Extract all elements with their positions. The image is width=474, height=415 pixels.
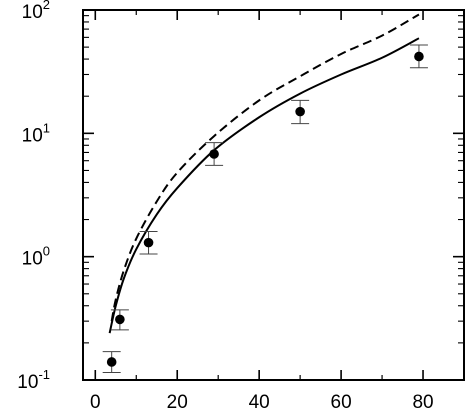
data-marker: [209, 149, 219, 159]
data-points: [102, 44, 428, 374]
data-point: [205, 142, 224, 166]
y-tick-label: 10-1: [17, 367, 50, 393]
data-point: [110, 309, 129, 331]
data-marker: [414, 51, 424, 62]
tick-labels: 0 20 40 60 80 10-1 100 101 102: [17, 0, 433, 413]
data-point: [139, 230, 158, 255]
dashed-curve: [110, 13, 420, 322]
data-point: [102, 351, 121, 374]
data-point: [409, 44, 428, 69]
data-marker: [115, 314, 125, 325]
plot-frame: [82, 9, 465, 381]
x-tick-label: 20: [167, 392, 188, 413]
curves: [108, 13, 420, 334]
data-marker: [143, 237, 154, 248]
x-tick-label: 0: [90, 392, 101, 413]
y-tick-label: 101: [22, 120, 50, 146]
data-marker: [295, 106, 305, 117]
axes: [82, 9, 465, 381]
data-point: [291, 99, 310, 125]
data-marker: [106, 357, 117, 367]
y-tick-label: 100: [22, 244, 50, 270]
solid-curve: [108, 37, 420, 334]
ticks: [83, 9, 464, 381]
y-tick-label: 102: [22, 0, 50, 23]
x-tick-label: 80: [412, 392, 433, 413]
x-tick-label: 60: [331, 392, 352, 413]
x-tick-label: 40: [249, 392, 270, 413]
